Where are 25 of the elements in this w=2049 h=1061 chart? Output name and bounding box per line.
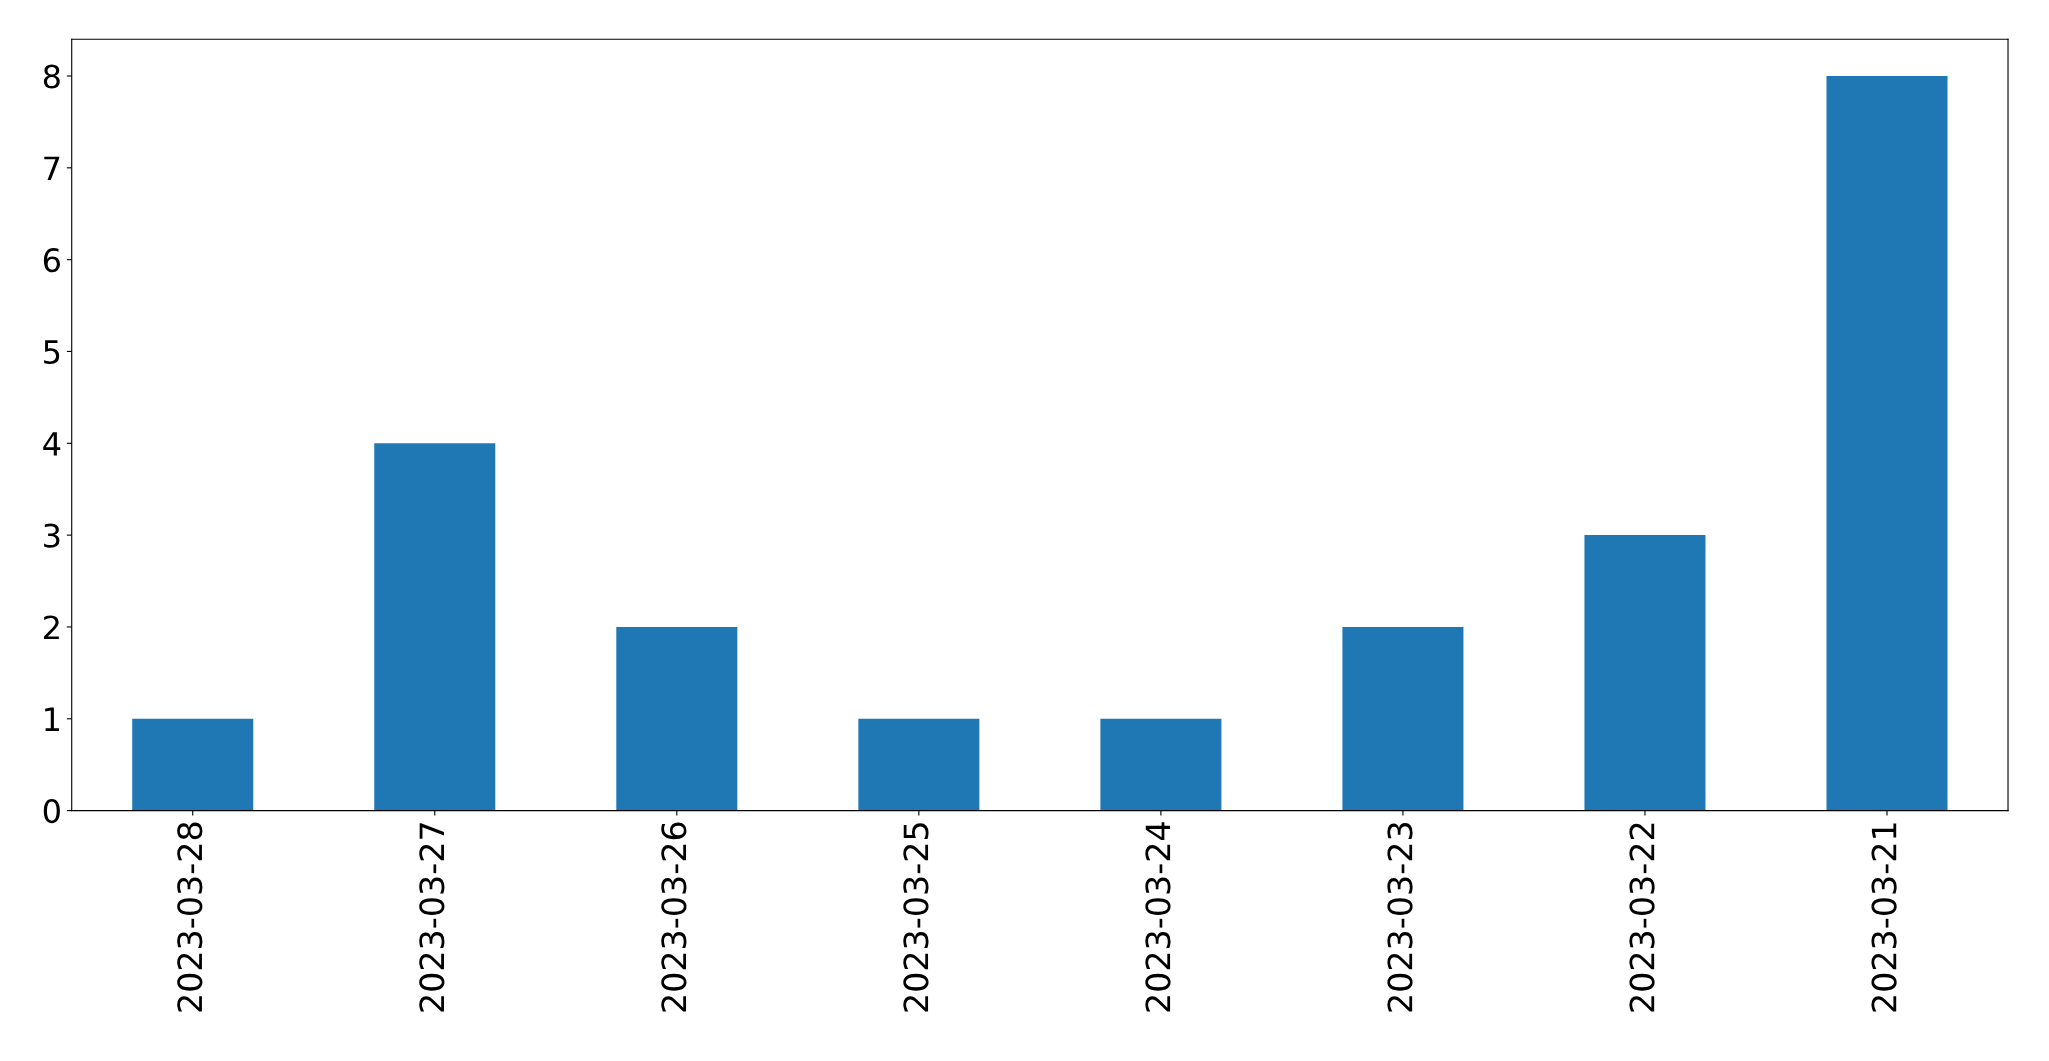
x-tick-label: 2023-03-25 [903, 823, 929, 1012]
x-tick-label: 2023-03-21 [1871, 823, 1897, 1012]
bar [1100, 718, 1222, 811]
bar [616, 626, 738, 811]
x-tick-label: 2023-03-28 [177, 822, 203, 1012]
bar [1342, 626, 1464, 811]
bar [858, 718, 980, 811]
x-tick-label: 2023-03-26 [661, 822, 687, 1012]
x-tick-label: 2023-03-27 [419, 823, 445, 1012]
x-tick-label: 2023-03-23 [1387, 823, 1413, 1012]
x-tick-label: 2023-03-24 [1145, 822, 1171, 1012]
y-tick-label: 6 [43, 248, 60, 273]
y-tick-label: 8 [43, 64, 60, 89]
bar [132, 718, 254, 811]
y-tick-label: 5 [44, 340, 60, 365]
y-tick-label: 4 [43, 432, 61, 456]
y-tick-label: 7 [44, 156, 60, 180]
y-tick-label: 1 [45, 707, 60, 731]
bar [1584, 535, 1706, 811]
bar [374, 443, 496, 811]
y-tick-label: 3 [44, 523, 60, 548]
y-tick-label: 0 [43, 799, 60, 824]
x-tick-label: 2023-03-22 [1629, 823, 1655, 1012]
bar [1826, 75, 1948, 811]
y-tick-label: 2 [44, 615, 59, 640]
